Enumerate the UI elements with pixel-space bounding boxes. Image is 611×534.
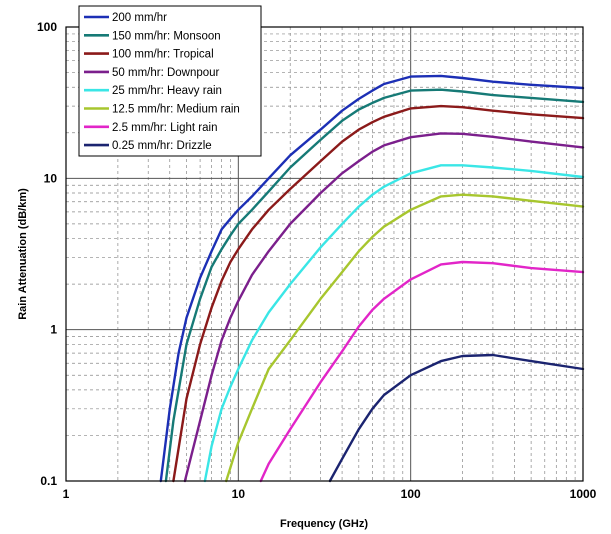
- x-tick-label: 1: [63, 487, 70, 501]
- series-line-8: [328, 353, 585, 483]
- series-line-5: [203, 164, 585, 483]
- x-tick-label: 1000: [570, 487, 597, 501]
- y-axis-title: Rain Attenuation (dB/km): [17, 188, 29, 320]
- legend-label: 150 mm/hr: Monsoon: [112, 30, 221, 42]
- x-tick-label: 10: [232, 487, 246, 501]
- x-axis-title: Frequency (GHz): [280, 518, 368, 530]
- legend-items: 200 mm/hr 150 mm/hr: Monsoon 100 mm/hr: Tr…: [84, 12, 240, 152]
- plot-border: [65, 26, 584, 482]
- series-line-1: [159, 74, 585, 483]
- y-tick-label: 0.1: [40, 474, 57, 488]
- y-tick-label: 10: [44, 171, 58, 185]
- legend-label: 100 mm/hr: Tropical: [112, 49, 214, 61]
- tick-labels: 1 10 100 1000 0.1 1 10 100: [37, 20, 597, 501]
- legend-label: 12.5 mm/hr: Medium rain: [112, 104, 240, 116]
- series-line-4: [183, 132, 585, 483]
- legend-label: 50 mm/hr: Downpour: [112, 67, 220, 79]
- legend: 200 mm/hr 150 mm/hr: Monsoon 100 mm/hr: Tr…: [78, 5, 262, 157]
- series-line-3: [172, 104, 585, 483]
- legend-label: 25 mm/hr: Heavy rain: [112, 85, 222, 97]
- legend-label: 0.25 mm/hr: Drizzle: [112, 140, 212, 152]
- series-line-2: [164, 88, 585, 483]
- series-line-6: [225, 193, 585, 483]
- series-lines: [159, 74, 585, 483]
- y-tick-label: 1: [50, 323, 57, 337]
- legend-box: [78, 5, 262, 157]
- legend-label: 200 mm/hr: [112, 12, 167, 24]
- legend-label: 2.5 mm/hr: Light rain: [112, 122, 217, 134]
- y-tick-label: 100: [37, 20, 57, 34]
- series-line-7: [259, 260, 585, 483]
- x-tick-label: 100: [401, 487, 421, 501]
